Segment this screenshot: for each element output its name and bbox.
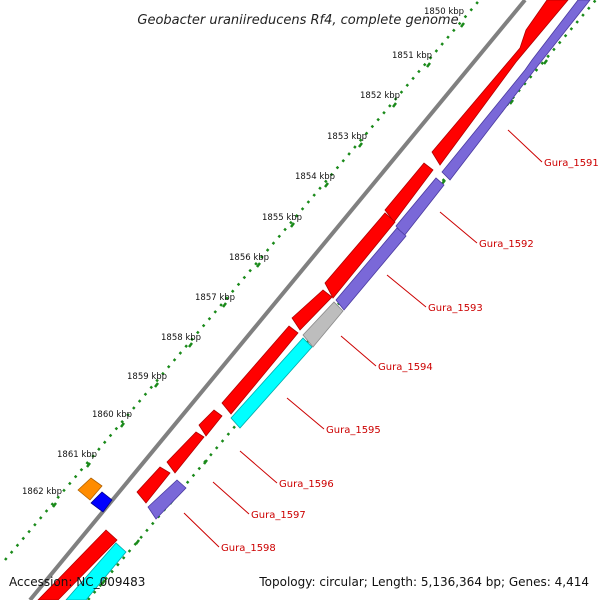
gene-label-gura-1591[interactable]: Gura_1591	[544, 158, 599, 169]
gene-label-gura-1598[interactable]: Gura_1598	[221, 543, 276, 554]
forward-strand-features	[37, 0, 569, 600]
gene-gura-1591-reverse[interactable]	[441, 0, 591, 181]
blue-feature[interactable]	[90, 491, 113, 513]
gene-gura-1596b-feature[interactable]	[166, 431, 205, 474]
gene-gura-1596a-feature[interactable]	[198, 409, 223, 437]
gene-gura-1591-feature[interactable]	[431, 0, 569, 166]
gene-gura-1595b-feature[interactable]	[221, 325, 299, 415]
tick-label-1862: 1862 kbp	[22, 487, 62, 497]
tick-label-1852: 1852 kbp	[360, 91, 400, 101]
map-title: Geobacter uraniireducens Rf4, complete g…	[137, 13, 458, 28]
tick-label-1851: 1851 kbp	[392, 51, 432, 61]
kbp-labels: 1850 kbp 1851 kbp 1852 kbp 1853 kbp 1854…	[22, 7, 464, 497]
tick-label-1858: 1858 kbp	[161, 333, 201, 343]
scale-ticks	[52, 22, 465, 508]
gene-gura-1595a-feature[interactable]	[291, 289, 333, 331]
gene-label-gura-1595[interactable]: Gura_1595	[326, 425, 381, 436]
gene-gura-1594-feature[interactable]	[302, 301, 344, 348]
gene-labels: Gura_1591 Gura_1592 Gura_1593 Gura_1594 …	[221, 158, 599, 554]
gene-label-gura-1597[interactable]: Gura_1597	[251, 510, 306, 521]
tick-label-1853: 1853 kbp	[327, 132, 367, 142]
label-leader-lines	[183, 129, 543, 548]
gene-label-gura-1594[interactable]: Gura_1594	[378, 362, 433, 373]
genome-backbone-inner	[34, 0, 531, 600]
genome-summary-text: Topology: circular; Length: 5,136,364 bp…	[258, 575, 589, 589]
gene-gura-1593-reverse[interactable]	[335, 227, 407, 311]
gene-gura-1595-feature[interactable]	[230, 337, 313, 429]
gene-lower-red-feature	[37, 529, 118, 600]
gene-label-gura-1596[interactable]: Gura_1596	[279, 479, 334, 490]
tick-label-1850: 1850 kbp	[424, 7, 464, 17]
tick-label-1856: 1856 kbp	[229, 253, 269, 263]
accession-text: Accession: NC_009483	[9, 575, 145, 589]
gene-gura-1593-feature[interactable]	[324, 212, 396, 299]
gene-gura-1598-feature[interactable]	[147, 479, 187, 520]
tick-label-1857: 1857 kbp	[195, 293, 235, 303]
gene-label-gura-1593[interactable]: Gura_1593	[428, 303, 483, 314]
tick-label-1855: 1855 kbp	[262, 213, 302, 223]
tick-label-1860: 1860 kbp	[92, 410, 132, 420]
gene-lower-cyan-feature	[65, 542, 127, 600]
gene-gura-1597-feature[interactable]	[136, 466, 171, 504]
tick-label-1861: 1861 kbp	[57, 450, 97, 460]
gene-label-gura-1592[interactable]: Gura_1592	[479, 239, 534, 250]
orange-feature[interactable]	[77, 477, 103, 501]
reverse-strand-features	[65, 0, 591, 600]
tick-label-1854: 1854 kbp	[295, 172, 335, 182]
tick-label-1859: 1859 kbp	[127, 372, 167, 382]
scale-ring-dots	[4, 0, 482, 561]
